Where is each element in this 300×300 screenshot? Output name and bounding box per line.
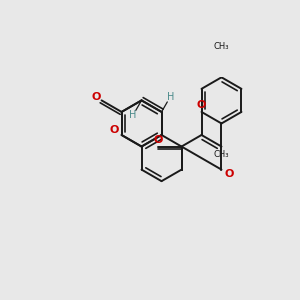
Text: O: O (225, 169, 234, 179)
Text: O: O (154, 135, 163, 145)
Text: CH₃: CH₃ (214, 42, 229, 51)
Text: O: O (197, 100, 206, 110)
Text: H: H (167, 92, 174, 102)
Text: O: O (92, 92, 101, 103)
Text: CH₃: CH₃ (214, 150, 229, 159)
Text: O: O (110, 125, 119, 135)
Text: H: H (129, 110, 137, 120)
